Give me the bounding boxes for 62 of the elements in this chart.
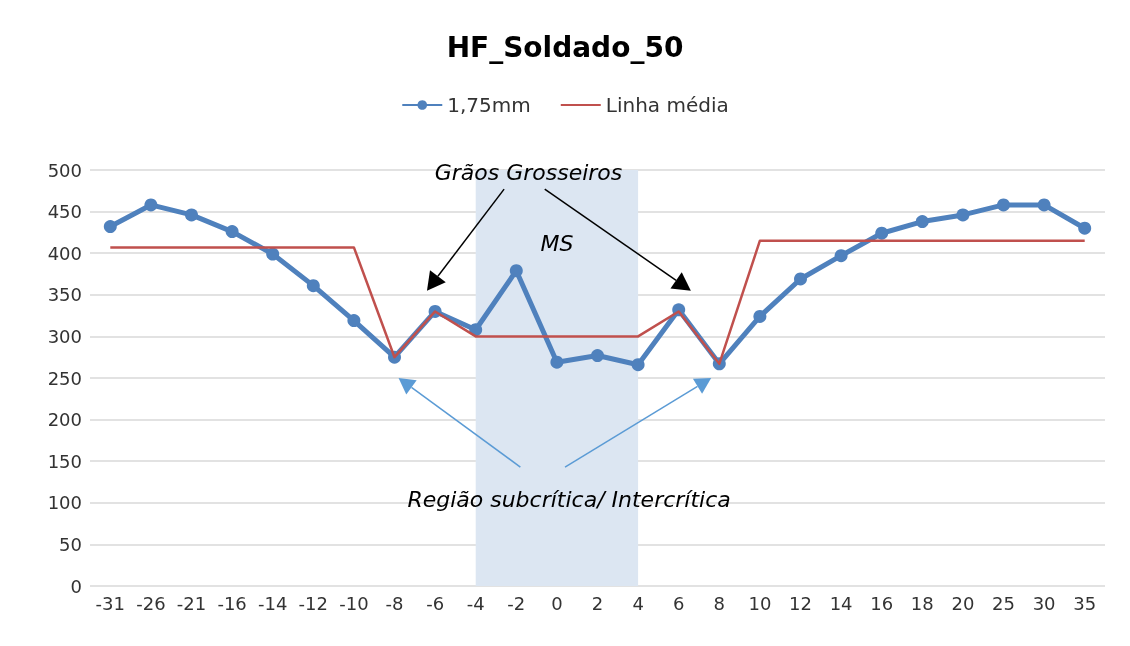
legend-label: Linha média xyxy=(605,93,729,117)
annotation: Região subcrítica/ Intercrítica xyxy=(407,486,731,512)
x-tick-label: 10 xyxy=(748,592,772,614)
y-tick-label: 300 xyxy=(47,325,82,347)
point xyxy=(347,314,361,328)
x-tick-label: -8 xyxy=(385,592,404,614)
x-tick-label: 30 xyxy=(1032,592,1056,614)
x-tick-label: 12 xyxy=(789,592,812,614)
y-tick-label: 500 xyxy=(47,159,82,181)
point xyxy=(225,225,239,239)
annotation: Grãos Grosseiros xyxy=(434,159,623,185)
point xyxy=(550,355,564,369)
point xyxy=(794,272,807,286)
x-tick-label: 0 xyxy=(551,592,563,614)
x-tick-label: 20 xyxy=(951,592,975,614)
point xyxy=(997,198,1010,212)
x-tick-label: 16 xyxy=(870,592,894,614)
point xyxy=(631,358,645,372)
y-tick-label: 50 xyxy=(59,533,82,555)
point xyxy=(306,279,320,293)
x-tick-label: 8 xyxy=(713,592,726,614)
y-tick-label: 100 xyxy=(47,492,82,514)
x-tick-label: 6 xyxy=(672,592,685,614)
point xyxy=(266,247,280,261)
x-tick-label: -12 xyxy=(298,592,328,614)
chart-title: HF_Soldado_50 xyxy=(446,30,684,64)
point xyxy=(144,198,158,212)
x-tick-label: -26 xyxy=(136,592,166,614)
x-tick-label: -14 xyxy=(258,592,288,614)
legend-label: 1,75mm xyxy=(447,93,531,117)
x-tick-label: 14 xyxy=(829,592,853,614)
point xyxy=(509,264,523,278)
point xyxy=(956,208,970,222)
x-tick-label: 18 xyxy=(910,592,934,614)
y-tick-label: 150 xyxy=(47,450,82,472)
y-tick-label: 450 xyxy=(47,201,82,223)
x-tick-label: -16 xyxy=(217,592,247,614)
x-tick-label: -31 xyxy=(95,592,125,614)
point xyxy=(915,215,929,229)
point xyxy=(753,309,767,323)
x-tick-label: 2 xyxy=(591,592,604,614)
x-tick-label: -2 xyxy=(507,592,526,614)
x-tick-label: 35 xyxy=(1073,592,1097,614)
x-tick-label: -6 xyxy=(426,592,445,614)
x-tick-label: -10 xyxy=(339,592,369,614)
x-tick-label: -4 xyxy=(466,592,485,614)
x-tick-label: 4 xyxy=(632,592,644,614)
y-tick-label: 350 xyxy=(47,284,82,306)
band-label: MS xyxy=(540,230,574,256)
point xyxy=(1078,221,1092,235)
y-tick-label: 0 xyxy=(70,575,82,597)
x-tick-label: 25 xyxy=(992,592,1015,614)
y-tick-label: 250 xyxy=(47,367,82,389)
point xyxy=(875,226,889,240)
y-tick-label: 200 xyxy=(47,409,82,431)
y-tick-label: 400 xyxy=(47,242,82,264)
point xyxy=(1037,198,1051,212)
point xyxy=(185,208,198,222)
point xyxy=(834,249,848,263)
point xyxy=(591,349,604,363)
point xyxy=(103,220,117,234)
x-tick-label: -21 xyxy=(176,592,207,614)
